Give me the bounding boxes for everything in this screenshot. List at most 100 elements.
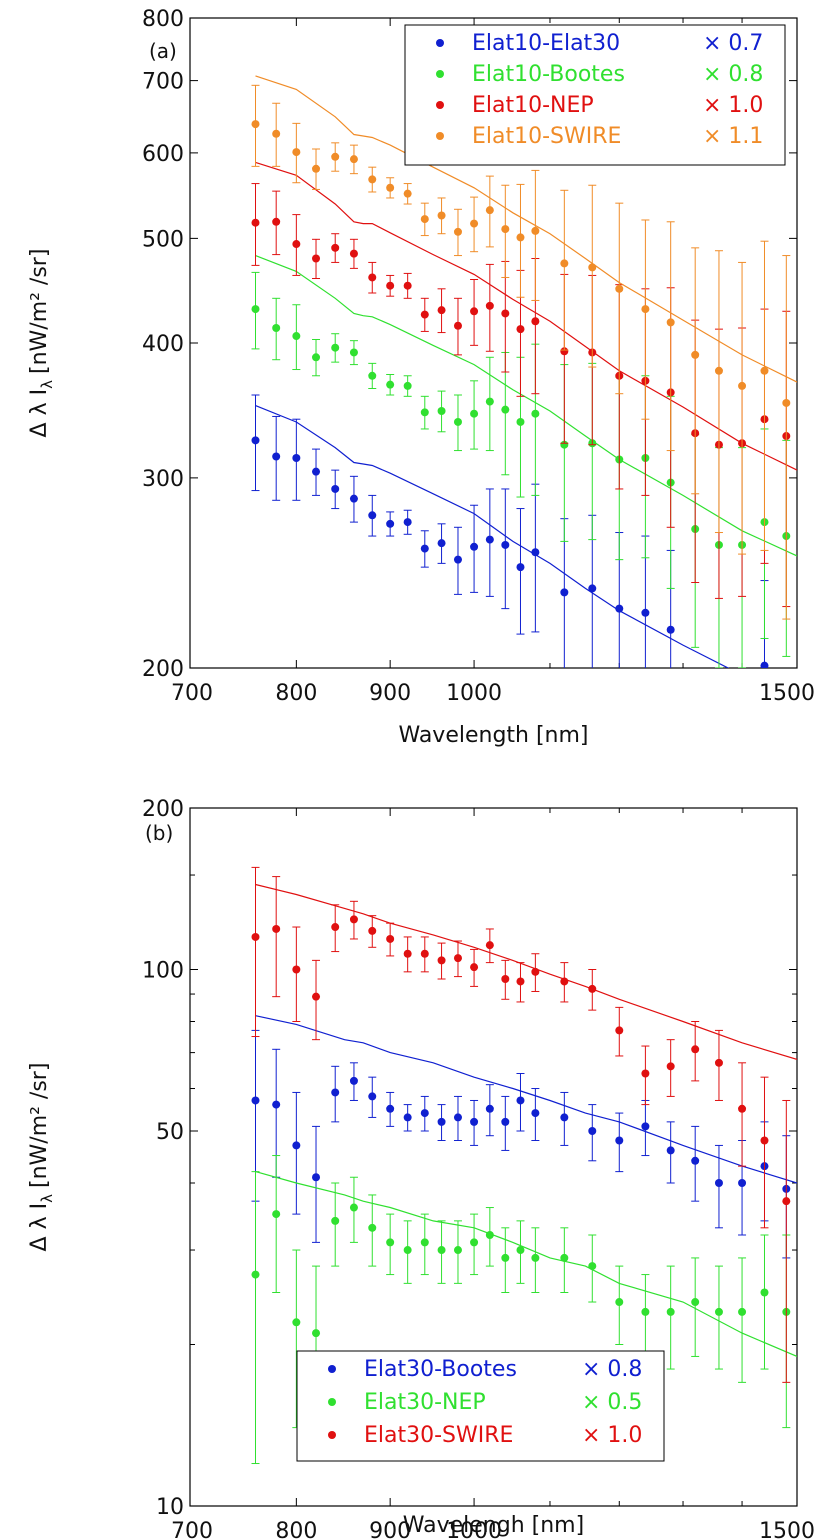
legend: Elat10-Elat30 × 0.7 Elat10-Bootes × 0.8 Elat…	[404, 24, 786, 166]
data-point	[420, 1109, 429, 1118]
data-point	[331, 1088, 340, 1097]
data-point	[349, 249, 358, 258]
data-point	[437, 1246, 446, 1255]
x-tick-label: 900	[369, 681, 411, 706]
legend-marker	[436, 101, 444, 109]
data-point	[386, 281, 395, 290]
data-point	[437, 539, 446, 548]
data-point	[485, 397, 494, 406]
series-elat30-swire	[251, 866, 797, 1383]
data-point	[531, 226, 540, 235]
data-point	[272, 1100, 281, 1109]
y-tick-label: 200	[142, 797, 184, 822]
series-elat30-bootes	[251, 1015, 797, 1259]
data-point	[615, 1298, 624, 1307]
data-point	[691, 1045, 700, 1054]
data-point	[349, 155, 358, 164]
data-point	[691, 350, 700, 359]
legend-marker	[436, 70, 444, 78]
data-point	[485, 535, 494, 544]
data-point	[470, 307, 479, 316]
y-tick-label: 300	[142, 467, 184, 492]
data-point	[386, 380, 395, 389]
data-point	[531, 409, 540, 418]
x-tick-label: 800	[275, 681, 317, 706]
y-axis-label-text: Δ λ Iλ [nW/m² /sr]	[27, 1063, 56, 1252]
data-point	[470, 219, 479, 228]
legend-box	[296, 1350, 665, 1462]
x-tick-label: 1000	[446, 681, 502, 706]
data-point	[292, 453, 301, 462]
data-point	[403, 949, 412, 958]
data-point	[420, 544, 429, 553]
x-tick-label: 1500	[759, 1519, 815, 1540]
data-point	[368, 175, 377, 184]
data-point	[292, 1318, 301, 1327]
data-point	[312, 467, 321, 476]
y-axis-label-subscript: λ	[38, 380, 56, 389]
data-point	[691, 1298, 700, 1307]
data-point	[501, 225, 510, 234]
data-point	[251, 1270, 260, 1279]
data-point	[437, 211, 446, 220]
data-point	[615, 1136, 624, 1145]
data-point	[615, 284, 624, 293]
data-point	[453, 954, 462, 963]
data-point	[470, 1117, 479, 1126]
data-point	[420, 408, 429, 417]
data-point	[312, 353, 321, 362]
data-point	[368, 511, 377, 520]
y-tick-label: 800	[142, 7, 184, 32]
data-point	[531, 1109, 540, 1118]
y-axis-label-subscript: λ	[38, 1194, 56, 1203]
data-point	[615, 1026, 624, 1035]
data-point	[272, 924, 281, 933]
legend-entry-name: Elat10-SWIRE	[472, 124, 621, 149]
data-point	[501, 975, 510, 984]
data-point	[386, 1104, 395, 1113]
data-point	[560, 1113, 569, 1122]
data-point	[437, 1117, 446, 1126]
y-axis-label-text: Δ λ Iλ [nW/m² /sr]	[27, 249, 56, 438]
y-axis-label: Δ λ Iλ [nW/m² /sr]	[27, 249, 56, 438]
data-point	[760, 1136, 769, 1145]
data-point	[470, 963, 479, 972]
data-point	[403, 189, 412, 198]
data-point	[615, 604, 624, 613]
data-point	[386, 934, 395, 943]
legend-entry-name: Elat30-NEP	[364, 1390, 486, 1415]
data-point	[560, 440, 569, 449]
data-point	[331, 343, 340, 352]
data-point	[588, 584, 597, 593]
data-point	[453, 1113, 462, 1122]
legend-entry-factor: × 0.7	[703, 31, 763, 56]
data-point	[714, 1178, 723, 1187]
legend-marker	[436, 132, 444, 140]
data-point	[453, 1246, 462, 1255]
data-area	[251, 866, 797, 1465]
data-point	[531, 967, 540, 976]
data-point	[403, 381, 412, 390]
x-tick-label: 800	[275, 1519, 317, 1540]
model-curve	[255, 1171, 797, 1357]
data-point	[386, 519, 395, 528]
data-point	[368, 926, 377, 935]
data-point	[453, 227, 462, 236]
data-point	[403, 281, 412, 290]
panel-label: (a)	[149, 39, 177, 63]
data-point	[588, 263, 597, 272]
legend-box	[404, 24, 786, 166]
data-point	[588, 1127, 597, 1136]
data-point	[714, 1307, 723, 1316]
data-point	[531, 1253, 540, 1262]
data-point	[560, 347, 569, 356]
chart-panel-b: 700 800 900 1000 1500 10 50 100 200 Wavelengh [nm…	[27, 797, 815, 1540]
legend-entry-name: Elat30-Bootes	[364, 1357, 517, 1382]
legend-marker	[328, 1431, 336, 1439]
data-point	[349, 1203, 358, 1212]
y-tick-label: 600	[142, 142, 184, 167]
legend-marker	[436, 39, 444, 47]
legend-entry-name: Elat30-SWIRE	[364, 1423, 513, 1448]
data-point	[251, 305, 260, 314]
